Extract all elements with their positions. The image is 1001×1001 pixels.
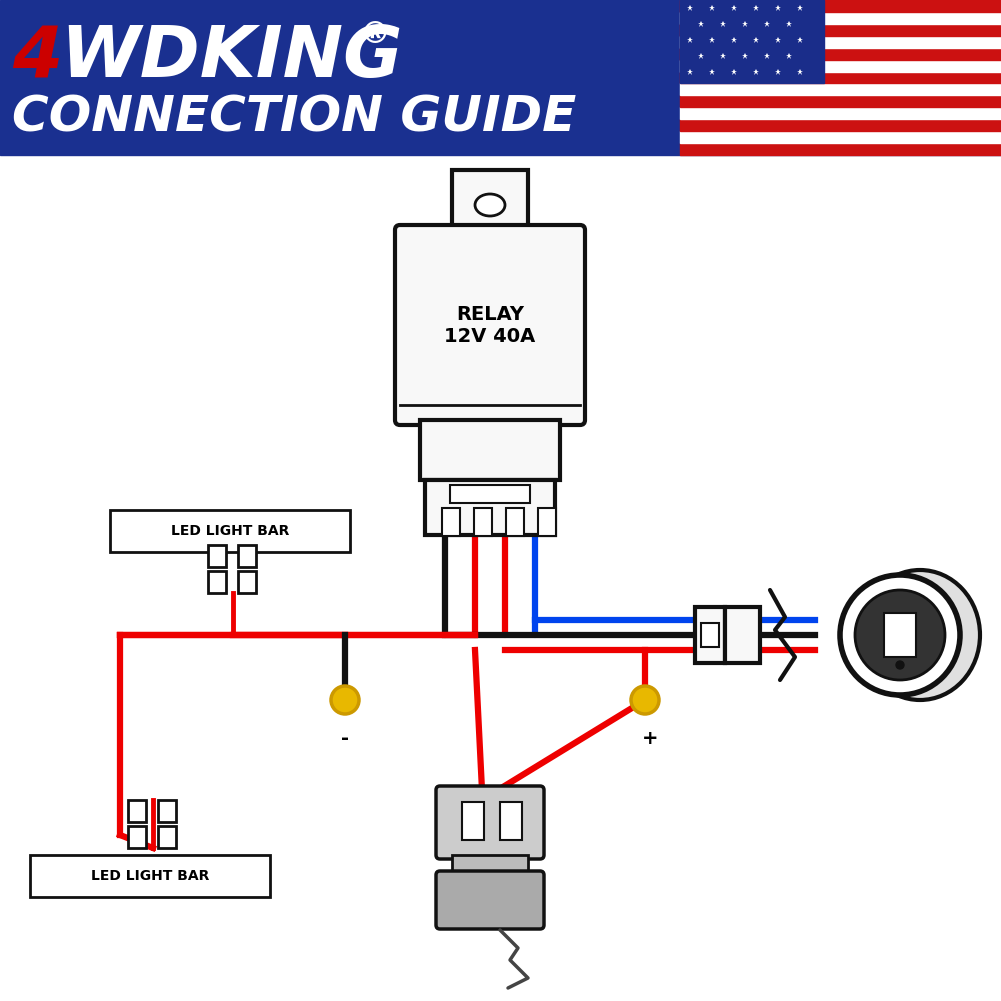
Bar [500, 802, 522, 840]
Bar [680, 143, 1001, 155]
Bar [680, 48, 1001, 60]
Ellipse shape [860, 570, 980, 700]
Bar [238, 571, 256, 593]
Bar [680, 24, 1001, 36]
Bar [680, 131, 1001, 143]
Ellipse shape [475, 194, 505, 216]
Bar [474, 508, 492, 536]
Bar [506, 508, 524, 536]
Bar [695, 607, 725, 663]
Bar [208, 545, 226, 567]
Bar [680, 12, 1001, 24]
Circle shape [631, 686, 659, 714]
Bar [701, 623, 719, 647]
Circle shape [840, 575, 960, 695]
Bar [680, 107, 1001, 119]
Bar [442, 508, 460, 536]
Text: -: - [341, 729, 349, 748]
Text: CONNECTION GUIDE: CONNECTION GUIDE [12, 94, 577, 142]
Bar [538, 508, 556, 536]
Bar [680, 83, 1001, 95]
Bar [680, 0, 1001, 12]
Bar [0, 0, 1001, 155]
Text: LED LIGHT BAR: LED LIGHT BAR [171, 524, 289, 538]
Text: ®: ® [360, 20, 390, 49]
FancyBboxPatch shape [436, 871, 544, 929]
Text: LED LIGHT BAR: LED LIGHT BAR [91, 869, 209, 883]
Text: RELAY
12V 40A: RELAY 12V 40A [444, 304, 536, 345]
Bar [110, 510, 350, 552]
Text: WDKING: WDKING [60, 23, 402, 92]
Bar [425, 480, 555, 535]
Bar [462, 802, 484, 840]
Bar [128, 826, 146, 848]
Bar [158, 800, 176, 822]
Bar [420, 420, 560, 480]
Circle shape [855, 590, 945, 680]
Bar [680, 71, 1001, 83]
Circle shape [331, 686, 359, 714]
Text: +: + [642, 729, 659, 748]
Bar [30, 855, 270, 897]
Bar [680, 119, 1001, 131]
Bar [680, 0, 825, 83]
Bar [725, 607, 760, 663]
Bar [452, 855, 528, 875]
Bar [680, 60, 1001, 71]
Bar [884, 613, 916, 657]
Bar [158, 826, 176, 848]
FancyBboxPatch shape [436, 786, 544, 859]
Bar [450, 485, 530, 503]
Bar [208, 571, 226, 593]
Bar [452, 170, 528, 230]
Bar [680, 95, 1001, 107]
Bar [238, 545, 256, 567]
FancyBboxPatch shape [395, 225, 585, 425]
Text: 4: 4 [12, 23, 62, 92]
Circle shape [896, 661, 904, 669]
Bar [680, 36, 1001, 48]
Bar [128, 800, 146, 822]
